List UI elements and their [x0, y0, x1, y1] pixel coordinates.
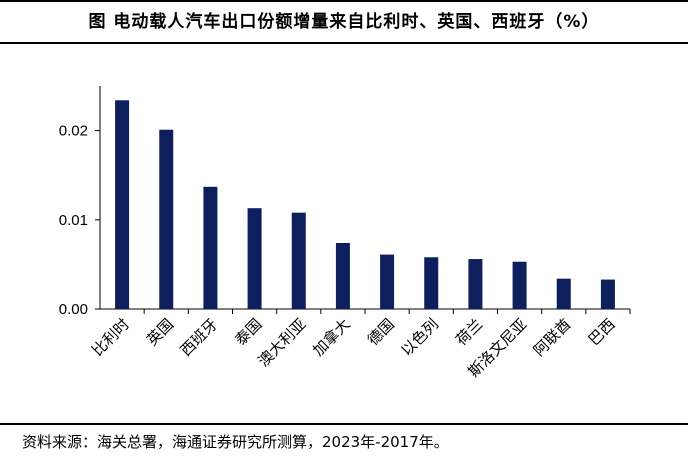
bar	[203, 186, 218, 309]
bar	[556, 278, 571, 309]
bars	[115, 100, 615, 309]
title-rule	[0, 42, 688, 44]
bar	[247, 208, 262, 309]
bottom-rule	[0, 423, 688, 425]
x-tick-label: 澳大利亚	[254, 315, 309, 370]
bar	[512, 261, 527, 309]
bar	[424, 257, 439, 309]
x-tick-label: 巴西	[585, 315, 619, 349]
x-tick-label: 德国	[364, 315, 398, 349]
y-tick-label: 0.01	[59, 212, 88, 229]
bar	[115, 100, 130, 309]
x-tick-label: 荷兰	[452, 315, 486, 349]
bar	[468, 259, 483, 309]
bar	[380, 254, 395, 309]
chart-source: 资料来源：海关总署，海通证券研究所测算，2023年-2017年。	[22, 433, 449, 451]
x-tick-label: 英国	[143, 315, 177, 349]
x-tick-label: 加拿大	[309, 315, 354, 360]
y-tick-label: 0.00	[59, 301, 88, 318]
x-tick-label: 比利时	[88, 315, 133, 360]
bar	[291, 212, 306, 309]
bar	[159, 129, 174, 309]
top-rule	[0, 0, 688, 2]
y-tick-label: 0.02	[59, 123, 88, 140]
chart-title: 图 电动载人汽车出口份额增量来自比利时、英国、西班牙（%）	[88, 12, 600, 32]
axes: 0.00 0.01 0.02	[59, 86, 631, 318]
bar	[600, 279, 615, 309]
x-tick-label: 泰国	[231, 315, 265, 349]
x-tick-label: 阿联酋	[530, 315, 575, 360]
x-tick-label: 以色列	[398, 315, 443, 360]
x-tick-label: 西班牙	[177, 315, 222, 360]
bar	[335, 242, 350, 309]
